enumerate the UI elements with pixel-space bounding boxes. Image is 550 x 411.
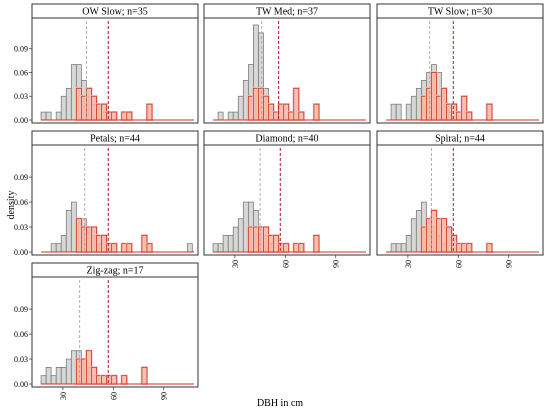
orange-histogram-bar-halo: [110, 374, 118, 386]
grey-histogram-bar: [55, 367, 62, 385]
grey-histogram-bar: [65, 87, 72, 121]
orange-histogram-bar-halo: [485, 242, 494, 254]
grey-histogram-bar: [60, 367, 67, 385]
orange-histogram-bar-halo: [120, 374, 128, 386]
orange-histogram-bar-halo: [312, 103, 321, 122]
grey-histogram-bar: [237, 95, 244, 121]
grey-histogram-bar: [45, 367, 52, 385]
panel-title: Spiral; n=44: [435, 134, 485, 145]
panel-plot-area: [31, 17, 199, 124]
y-tick-label: 0.06: [14, 198, 28, 207]
orange-histogram-bar-halo: [125, 110, 133, 122]
orange-histogram-bar-halo: [145, 103, 154, 122]
panel: TW Slow; n=30: [376, 3, 544, 124]
y-tick-label: 0.09: [14, 173, 28, 182]
panel: Petals; n=44 0.00 0.03 0.06 0.09: [14, 130, 199, 257]
panel-title: OW Slow; n=35: [82, 7, 147, 18]
x-axis-title: DBH in cm: [257, 398, 303, 409]
x-tick-label: 90: [160, 392, 169, 400]
x-tick-label: 60: [281, 260, 290, 268]
panel-title: Petals; n=44: [90, 134, 140, 145]
grey-histogram-bar: [410, 218, 417, 253]
grey-histogram-bar: [232, 111, 239, 121]
orange-histogram-bar-halo: [465, 110, 473, 122]
panel-plot-area: [31, 144, 199, 256]
x-tick-label: 90: [332, 260, 341, 268]
grey-histogram-bar: [390, 103, 397, 121]
grey-histogram-bar: [217, 111, 224, 121]
grey-histogram-bar: [45, 111, 52, 121]
grey-histogram-bar: [405, 103, 412, 121]
panel: Zig-zag; n=17 0.00 0.03 0.06 0.09 30 60 90: [14, 262, 199, 400]
orange-histogram-bar-halo: [465, 242, 473, 254]
panel: Diamond; n=40 30 60 90: [203, 130, 371, 268]
y-tick-label: 0.00: [14, 380, 28, 389]
panels-layer: OW Slow; n=35 0.00 0.03 0.06 0.09 TW Med; n=3…: [14, 3, 544, 400]
x-tick-label: 60: [454, 260, 463, 268]
grey-histogram-bar: [212, 243, 219, 253]
panel: OW Slow; n=35 0.00 0.03 0.06 0.09: [14, 3, 199, 125]
panel-title: Diamond; n=40: [255, 134, 318, 145]
grey-histogram-bar: [60, 235, 67, 253]
y-tick-label: 0.06: [14, 68, 28, 77]
grey-histogram-bar: [390, 243, 397, 253]
grey-histogram-bar: [410, 95, 417, 121]
grey-histogram-bar: [50, 375, 57, 385]
x-tick-label: 30: [404, 260, 413, 268]
x-tick-label: 30: [59, 392, 68, 400]
orange-histogram-bar-halo: [282, 242, 290, 254]
grey-histogram-bar: [400, 243, 407, 253]
grey-histogram-bar: [50, 243, 57, 253]
grey-histogram-bar: [217, 243, 224, 253]
y-tick-label: 0.03: [14, 355, 28, 364]
orange-histogram-bar-halo: [145, 242, 154, 254]
grey-histogram-bar: [232, 226, 239, 253]
grey-histogram-bar: [55, 111, 62, 121]
orange-histogram-bar-halo: [125, 242, 133, 254]
grey-histogram-bar: [237, 218, 244, 253]
grey-histogram-bar: [405, 235, 412, 253]
y-tick-label: 0.06: [14, 330, 28, 339]
orange-histogram-bar-halo: [140, 366, 149, 386]
grey-histogram-bar: [395, 243, 402, 253]
panel-title: TW Slow; n=30: [428, 7, 492, 18]
grey-histogram-bar: [60, 95, 67, 121]
grey-histogram-bar: [186, 243, 193, 253]
panel-plot-area: [376, 17, 544, 124]
y-tick-label: 0.00: [14, 248, 28, 257]
panel-title: TW Med; n=37: [256, 7, 318, 18]
panel-plot-area: [376, 144, 544, 256]
orange-histogram-bar-halo: [297, 242, 305, 254]
x-tick-label: 90: [505, 260, 514, 268]
y-tick-label: 0.09: [14, 45, 28, 54]
grey-histogram-bar: [227, 235, 234, 253]
y-tick-label: 0.03: [14, 92, 28, 101]
panel-title: Zig-zag; n=17: [86, 266, 143, 277]
orange-histogram-bar-halo: [312, 234, 321, 254]
orange-histogram-bar-halo: [297, 110, 305, 122]
y-tick-label: 0.00: [14, 116, 28, 125]
grey-histogram-bar: [55, 243, 62, 253]
grey-histogram-bar: [40, 375, 47, 385]
y-axis-title: density: [6, 191, 17, 220]
grey-histogram-bar: [40, 111, 47, 121]
grey-histogram-bar: [222, 235, 229, 253]
grey-histogram-bar: [395, 103, 402, 121]
orange-histogram-bar-halo: [110, 242, 118, 254]
grey-histogram-bar: [227, 111, 234, 121]
grey-histogram-bar: [65, 210, 72, 253]
x-tick-label: 30: [231, 260, 240, 268]
orange-histogram-bar-halo: [110, 110, 118, 122]
panel: TW Med; n=37: [203, 3, 371, 124]
y-tick-label: 0.03: [14, 223, 28, 232]
panel: Spiral; n=44 30 60 90: [376, 130, 544, 268]
y-tick-label: 0.09: [14, 305, 28, 314]
orange-histogram-bar-halo: [485, 103, 494, 122]
grey-histogram-bar: [65, 358, 72, 385]
x-tick-label: 60: [109, 392, 118, 400]
